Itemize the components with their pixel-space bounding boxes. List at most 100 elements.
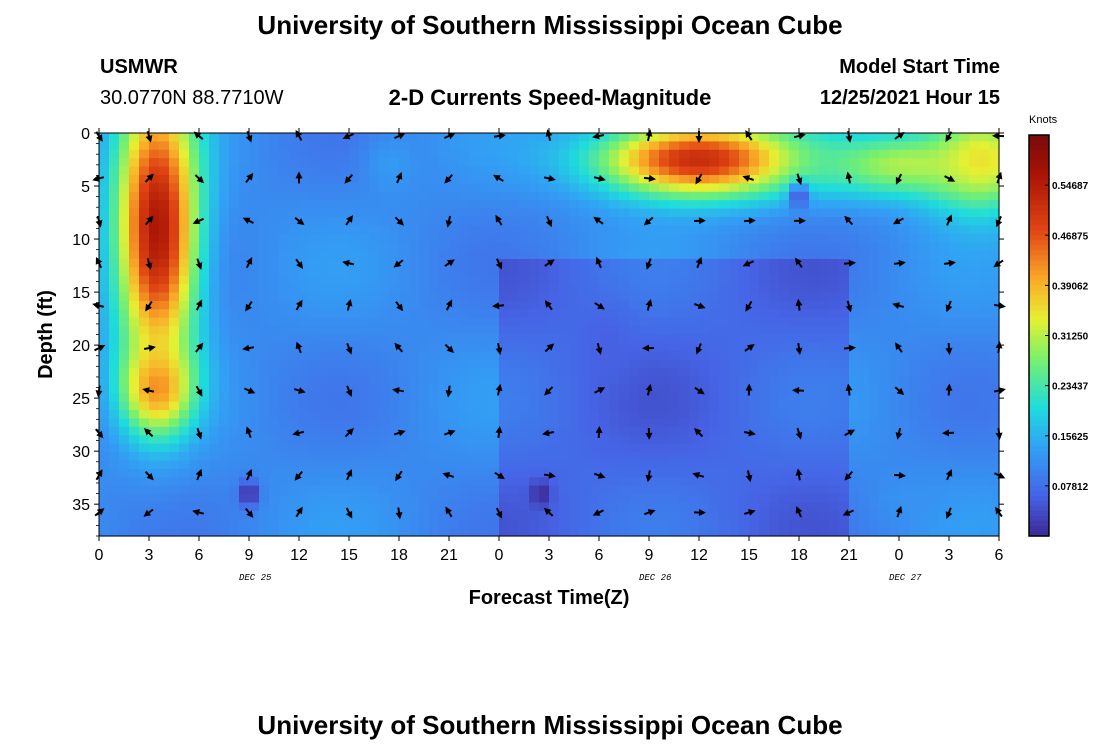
heatmap-cell (539, 242, 550, 252)
heatmap-cell (879, 426, 890, 436)
heatmap-cell (759, 292, 770, 302)
heatmap-cell (449, 351, 460, 361)
heatmap-cell (869, 384, 880, 394)
heatmap-cell (729, 149, 740, 159)
heatmap-cell (549, 216, 560, 226)
heatmap-cell (549, 225, 560, 235)
heatmap-cell (509, 141, 520, 151)
heatmap-cell (249, 410, 260, 420)
heatmap-cell (549, 351, 560, 361)
heatmap-cell (789, 502, 800, 512)
heatmap-cell (309, 410, 320, 420)
colorbar-swatch (1029, 355, 1049, 362)
heatmap-cell (99, 359, 110, 369)
heatmap-cell (679, 527, 690, 537)
heatmap-cell (649, 510, 660, 520)
heatmap-cell (269, 174, 280, 184)
heatmap-cell (489, 267, 500, 277)
heatmap-cell (429, 174, 440, 184)
heatmap-cell (219, 258, 230, 268)
heatmap-cell (529, 309, 540, 319)
current-arrow (292, 429, 305, 437)
heatmap-cell (439, 208, 450, 218)
heatmap-cell (859, 275, 870, 285)
heatmap-cell (689, 166, 700, 176)
current-arrow (345, 343, 353, 355)
heatmap-cell (459, 309, 470, 319)
heatmap-cell (459, 435, 470, 445)
heatmap-cell (609, 191, 620, 201)
heatmap-cell (389, 326, 400, 336)
heatmap-cell (859, 485, 870, 495)
heatmap-cell (649, 494, 660, 504)
heatmap-cell (359, 502, 370, 512)
heatmap-cell (209, 191, 220, 201)
current-arrow (892, 217, 904, 225)
heatmap-cell (129, 141, 140, 151)
heatmap-cell (549, 166, 560, 176)
heatmap-cell (679, 191, 690, 201)
heatmap-cell (849, 200, 860, 210)
heatmap-cell (919, 326, 930, 336)
heatmap-cell (569, 300, 580, 310)
heatmap-cell (389, 300, 400, 310)
current-arrow (743, 429, 756, 437)
heatmap-cell (989, 401, 1000, 411)
heatmap-cell (179, 334, 190, 344)
heatmap-cell (879, 410, 890, 420)
heatmap-cell (599, 376, 610, 386)
heatmap-cell (819, 384, 830, 394)
heatmap-cell (929, 519, 940, 529)
heatmap-cell (529, 426, 540, 436)
heatmap-cell (729, 242, 740, 252)
heatmap-cell (319, 452, 330, 462)
heatmap-cell (899, 284, 910, 294)
current-arrow (894, 386, 905, 396)
heatmap-cell (489, 166, 500, 176)
heatmap-cell (289, 284, 300, 294)
heatmap-cell (289, 183, 300, 193)
heatmap-cell (389, 250, 400, 260)
heatmap-cell (639, 527, 650, 537)
current-arrow (945, 469, 953, 481)
heatmap-cell (559, 468, 570, 478)
heatmap-cell (709, 174, 720, 184)
heatmap-cell (959, 477, 970, 487)
heatmap-cell (979, 527, 990, 537)
heatmap-cell (229, 494, 240, 504)
heatmap-cell (199, 393, 210, 403)
heatmap-cell (389, 216, 400, 226)
heatmap-cell (119, 292, 130, 302)
heatmap-cell (759, 477, 770, 487)
heatmap-cell (949, 393, 960, 403)
heatmap-cell (699, 149, 710, 159)
heatmap-cell (699, 242, 710, 252)
heatmap-cell (979, 208, 990, 218)
heatmap-cell (399, 468, 410, 478)
heatmap-cell (289, 141, 300, 151)
heatmap-cell (409, 334, 420, 344)
heatmap-cell (619, 351, 630, 361)
heatmap-cell (629, 267, 640, 277)
heatmap-cell (149, 502, 160, 512)
heatmap-cell (569, 452, 580, 462)
heatmap-cell (519, 216, 530, 226)
colorbar-swatch (1029, 430, 1049, 437)
heatmap-cell (229, 519, 240, 529)
heatmap-cell (829, 510, 840, 520)
heatmap-cell (449, 258, 460, 268)
heatmap-cell (339, 452, 350, 462)
heatmap-cell (629, 300, 640, 310)
heatmap-cell (769, 191, 780, 201)
heatmap-cell (459, 468, 470, 478)
heatmap-cell (459, 258, 470, 268)
colorbar-swatch (1029, 330, 1049, 337)
heatmap-cell (219, 133, 230, 142)
heatmap-cell (259, 141, 270, 151)
heatmap-cell (109, 183, 120, 193)
heatmap-cell (199, 527, 210, 537)
heatmap-cell (189, 208, 200, 218)
heatmap-cell (209, 183, 220, 193)
heatmap-cell (119, 183, 130, 193)
heatmap-cell (979, 133, 990, 142)
